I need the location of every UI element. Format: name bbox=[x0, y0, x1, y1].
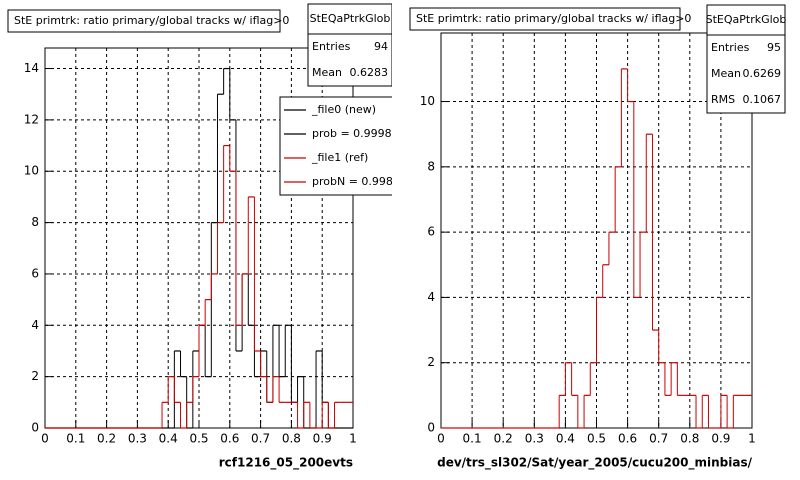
plot-frame bbox=[440, 32, 753, 429]
legend-label: _file1 (ref) bbox=[311, 151, 368, 164]
x-axis-label: rcf1216_05_200evts bbox=[219, 456, 353, 471]
x-tick-label: 0.6 bbox=[618, 432, 637, 446]
stats-value: 0.6283 bbox=[350, 66, 389, 79]
y-tick-label: 0 bbox=[31, 421, 39, 435]
y-tick-label: 2 bbox=[427, 355, 435, 369]
legend-label: probN = 0.99827 bbox=[312, 175, 407, 188]
stats-label: Entries bbox=[711, 41, 750, 54]
chart-title: StE primtrk: ratio primary/global tracks… bbox=[14, 14, 289, 27]
x-axis-label: dev/trs_sl302/Sat/year_2005/cucu200_minb… bbox=[437, 456, 753, 471]
stats-label: Mean bbox=[312, 66, 342, 79]
stats-value: 94 bbox=[374, 40, 388, 53]
stats-label: Entries bbox=[312, 40, 351, 53]
x-tick-label: 0.4 bbox=[159, 432, 178, 446]
x-tick-label: 1 bbox=[349, 432, 357, 446]
stats-value: 95 bbox=[767, 41, 781, 54]
stats-value: 0.6269 bbox=[743, 67, 782, 80]
y-tick-label: 8 bbox=[31, 215, 39, 229]
x-tick-label: 0.1 bbox=[66, 432, 85, 446]
x-tick-label: 0.2 bbox=[97, 432, 116, 446]
y-tick-label: 10 bbox=[420, 94, 435, 108]
x-tick-label: 0.5 bbox=[587, 432, 606, 446]
x-tick-label: 1 bbox=[748, 432, 756, 446]
x-tick-label: 0.2 bbox=[494, 432, 513, 446]
y-tick-label: 10 bbox=[24, 164, 39, 178]
y-tick-label: 4 bbox=[427, 290, 435, 304]
legend-label: _file0 (new) bbox=[311, 103, 376, 116]
stats-box bbox=[307, 3, 392, 87]
y-tick-label: 12 bbox=[24, 112, 39, 126]
stats-box bbox=[706, 4, 786, 114]
y-tick-label: 0 bbox=[427, 421, 435, 435]
stats-title: StEQaPtrkGlob bbox=[706, 13, 787, 26]
y-tick-label: 8 bbox=[427, 159, 435, 173]
chart-title: StE primtrk: ratio primary/global tracks… bbox=[416, 12, 691, 25]
y-tick-label: 4 bbox=[31, 318, 39, 332]
stats-label: Mean bbox=[711, 67, 741, 80]
x-tick-label: 0.6 bbox=[220, 432, 239, 446]
x-tick-label: 0 bbox=[437, 432, 445, 446]
stats-title: StEQaPtrkGlob bbox=[310, 12, 391, 25]
x-tick-label: 0 bbox=[41, 432, 49, 446]
legend-box bbox=[279, 96, 392, 196]
x-tick-label: 0.7 bbox=[649, 432, 668, 446]
stats-label: RMS bbox=[711, 93, 735, 106]
x-tick-label: 0.4 bbox=[556, 432, 575, 446]
x-tick-label: 0.3 bbox=[525, 432, 544, 446]
x-tick-label: 0.8 bbox=[282, 432, 301, 446]
x-tick-label: 0.8 bbox=[680, 432, 699, 446]
stats-value: 0.1067 bbox=[743, 93, 782, 106]
histogram-panel: 0 2 4 6 8 10 12 14 0 0.1 0.2 0.3 0.4 0.5 0.6 0.7 0.8 0.9 1… bbox=[7, 3, 407, 471]
x-tick-label: 0.9 bbox=[711, 432, 730, 446]
x-tick-label: 0.1 bbox=[463, 432, 482, 446]
title-box bbox=[409, 7, 681, 31]
y-tick-label: 6 bbox=[31, 266, 39, 280]
y-tick-label: 14 bbox=[24, 61, 39, 75]
x-tick-label: 0.7 bbox=[251, 432, 270, 446]
x-tick-label: 0.3 bbox=[128, 432, 147, 446]
y-tick-label: 2 bbox=[31, 369, 39, 383]
title-box bbox=[7, 9, 281, 33]
y-tick-label: 6 bbox=[427, 225, 435, 239]
histogram-panel: 0 2 4 6 8 10 0 0.1 0.2 0.3 0.4 0.5 0.6 0.7 0.8 0.9 1 dev/… bbox=[409, 4, 787, 471]
x-tick-label: 0.9 bbox=[313, 432, 332, 446]
legend-label: prob = 0.999801 bbox=[312, 127, 406, 140]
x-tick-label: 0.5 bbox=[189, 432, 208, 446]
